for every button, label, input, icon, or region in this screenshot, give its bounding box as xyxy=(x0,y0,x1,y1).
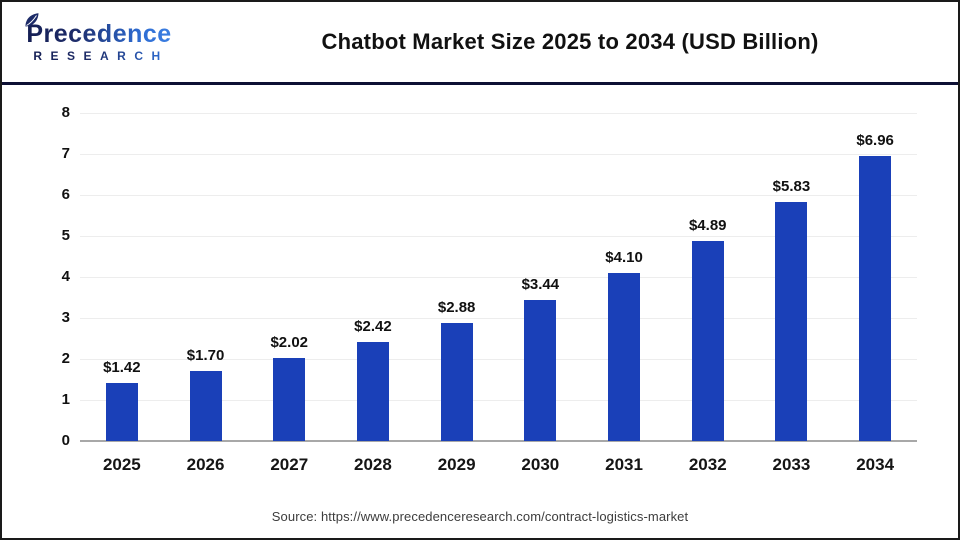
plot-area: 0 1 2 3 4 5 6 7 8 $1.42 2025 $1.70 2026 $2.02 2027 $2.4… xyxy=(62,104,917,474)
x-axis-tick-label: 2031 xyxy=(605,455,643,474)
x-axis-tick-label: 2034 xyxy=(856,455,895,474)
bar-value-label: $2.02 xyxy=(270,334,309,352)
logo-subtitle: RESEARCH xyxy=(16,49,182,63)
bar-2032 xyxy=(691,240,724,441)
logo-wordmark: Precedence xyxy=(16,21,182,48)
brand-logo: Precedence RESEARCH xyxy=(16,13,182,63)
gridline xyxy=(80,359,917,360)
y-axis-tick-label: 6 xyxy=(61,186,70,203)
y-axis-tick-label: 4 xyxy=(61,268,70,285)
y-axis-tick-label: 2 xyxy=(61,350,70,367)
y-axis-tick-label: 7 xyxy=(61,145,70,162)
y-axis-tick-label: 1 xyxy=(61,391,70,408)
header: Precedence RESEARCH Chatbot Market Size … xyxy=(2,2,958,82)
bar-2029 xyxy=(440,322,473,441)
x-axis-tick-label: 2029 xyxy=(437,455,476,474)
gridline xyxy=(80,277,917,278)
bar-value-label: $4.10 xyxy=(605,248,643,266)
chart-title: Chatbot Market Size 2025 to 2034 (USD Bi… xyxy=(321,29,819,54)
bar-2027 xyxy=(273,358,306,441)
bar-2031 xyxy=(608,272,641,441)
bar-value-label: $3.44 xyxy=(521,275,560,293)
x-axis-tick-label: 2027 xyxy=(270,455,309,474)
bar-chart: 0 1 2 3 4 5 6 7 8 $1.42 2025 $1.70 2026 $2.02 2027 $2.4… xyxy=(2,85,958,538)
y-axis-tick-label: 5 xyxy=(61,227,70,244)
bar-2034 xyxy=(859,155,892,441)
bar-2028 xyxy=(356,341,389,441)
x-axis-line xyxy=(80,440,917,442)
bar-value-label: $5.83 xyxy=(772,177,811,195)
y-axis-tick-label: 8 xyxy=(61,104,70,121)
y-axis-tick-label: 0 xyxy=(61,432,70,449)
bar-value-label: $1.70 xyxy=(186,347,225,365)
y-axis-tick-label: 3 xyxy=(61,309,70,326)
bar-2025 xyxy=(105,382,138,441)
bar-value-label: $2.88 xyxy=(437,298,476,316)
gridline xyxy=(80,318,917,319)
x-axis-tick-label: 2030 xyxy=(521,455,560,474)
bar-value-label: $1.42 xyxy=(103,358,141,376)
x-axis-tick-label: 2028 xyxy=(354,455,392,474)
bar-2030 xyxy=(524,299,557,441)
bar-2026 xyxy=(189,371,222,441)
leaf-icon xyxy=(25,13,39,27)
bar-value-label: $2.42 xyxy=(354,317,392,335)
source-note: Source: https://www.precedenceresearch.c… xyxy=(271,509,689,524)
bar-value-label: $6.96 xyxy=(856,131,894,149)
gridline xyxy=(80,195,917,196)
x-axis-tick-label: 2025 xyxy=(102,455,141,474)
x-axis-tick-label: 2026 xyxy=(186,455,225,474)
gridline xyxy=(80,154,917,155)
x-axis-tick-label: 2033 xyxy=(772,455,811,474)
gridline xyxy=(80,236,917,237)
gridline xyxy=(80,113,917,114)
bar-value-label: $4.89 xyxy=(688,216,727,234)
x-axis-tick-label: 2032 xyxy=(688,455,727,474)
header-divider xyxy=(2,82,958,85)
bar-2033 xyxy=(775,201,808,441)
gridline xyxy=(80,400,917,401)
